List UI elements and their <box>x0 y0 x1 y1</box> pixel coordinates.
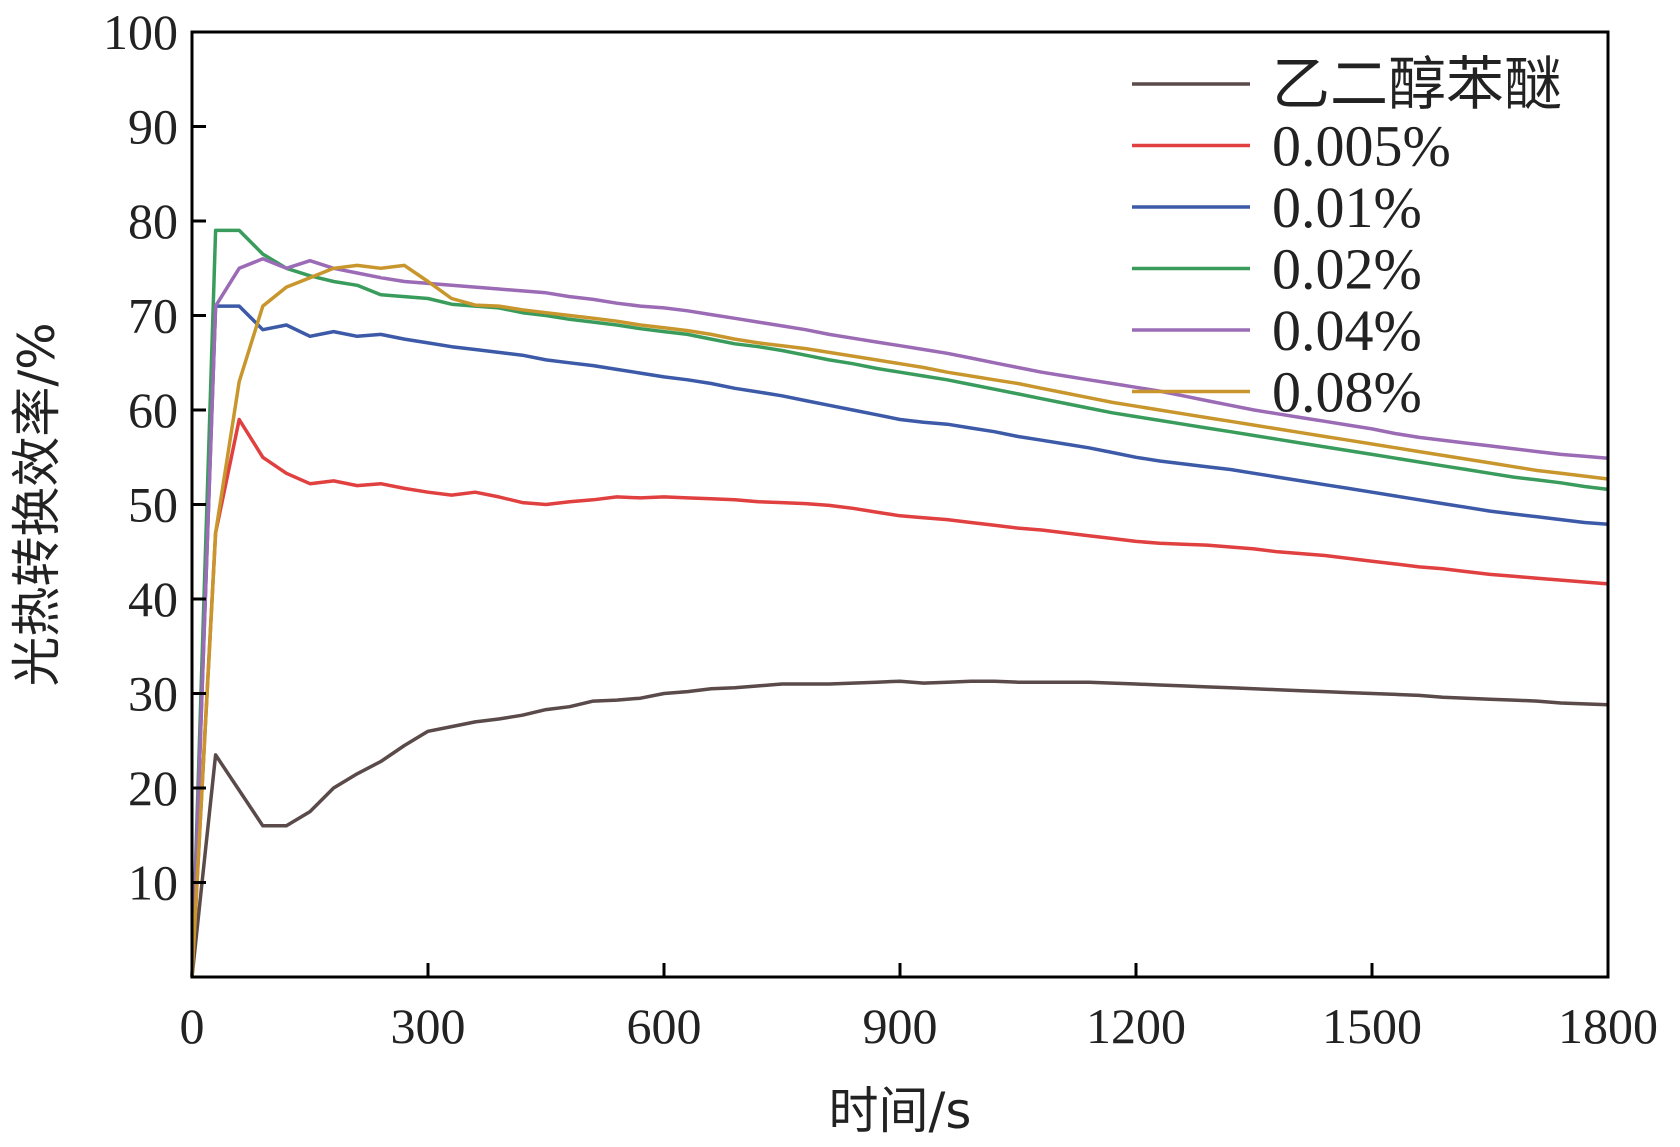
x-tick-label-1: 300 <box>391 998 466 1054</box>
legend-label-5: 0.08% <box>1272 360 1422 425</box>
y-tick-label-4: 50 <box>128 477 178 533</box>
x-axis-title: 时间/s <box>829 1082 972 1140</box>
legend-label-4: 0.04% <box>1272 298 1422 363</box>
x-tick-label-2: 600 <box>627 998 702 1054</box>
series-layer <box>190 228 1609 978</box>
y-tick-label-9: 100 <box>103 4 178 60</box>
x-tick-label-4: 1200 <box>1086 998 1186 1054</box>
y-axis-title: 光热转换效率/% <box>8 322 66 686</box>
series-line-2 <box>190 304 1609 978</box>
y-tick-label-7: 80 <box>128 193 178 249</box>
y-tick-label-5: 60 <box>128 382 178 438</box>
legend-label-3: 0.02% <box>1272 237 1422 302</box>
x-tick-label-3: 900 <box>863 998 938 1054</box>
x-tick-label-0: 0 <box>180 998 205 1054</box>
x-tick-label-5: 1500 <box>1322 998 1422 1054</box>
legend-label-1: 0.005% <box>1272 114 1451 179</box>
x-tick-label-6: 1800 <box>1558 998 1658 1054</box>
series-line-1 <box>190 417 1609 978</box>
y-tick-label-2: 30 <box>128 666 178 722</box>
y-tick-label-3: 40 <box>128 571 178 627</box>
y-tick-label-8: 90 <box>128 99 178 155</box>
series-line-5 <box>190 263 1609 978</box>
series-line-0 <box>190 679 1609 978</box>
legend-label-2: 0.01% <box>1272 175 1422 240</box>
y-tick-label-6: 70 <box>128 288 178 344</box>
series-line-3 <box>190 228 1609 978</box>
legend-label-0: 乙二醇苯醚 <box>1272 52 1562 117</box>
axis-layer: 0 300 600 900 1200 1500 1800 10 20 30 40 50 60 70 80 90… <box>103 4 1658 1054</box>
y-tick-label-1: 20 <box>128 760 178 816</box>
y-tick-label-0: 10 <box>128 855 178 911</box>
